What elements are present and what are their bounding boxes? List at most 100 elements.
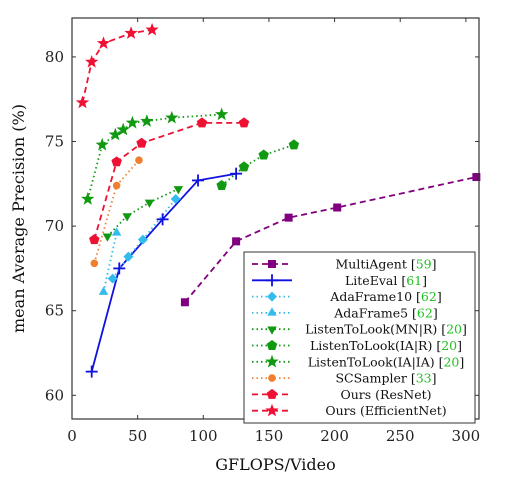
y-tick-label: 60 bbox=[45, 386, 64, 404]
data-point-ours-resnet bbox=[196, 117, 208, 128]
data-point-ours-resnet bbox=[136, 137, 147, 148]
data-point-ours-efficientnet bbox=[85, 54, 99, 68]
data-point-ours-efficientnet bbox=[75, 95, 90, 109]
x-tick-label: 50 bbox=[128, 427, 147, 445]
data-point-listentolook-ia-ia bbox=[140, 114, 154, 127]
series-line-listentolook-mn-r bbox=[106, 188, 179, 237]
series-line-adaframe5 bbox=[102, 232, 118, 293]
data-point-listentolook-ia-ia bbox=[215, 107, 229, 121]
axis-ticks: 0 50 100 150 200 250 300 60 65 70 75 80 bbox=[45, 18, 480, 445]
legend-marker bbox=[266, 340, 278, 350]
data-point-multiagent bbox=[472, 173, 481, 182]
data-point-listentolook-ia-ia bbox=[108, 127, 122, 141]
data-point-listentolook-ia-r bbox=[238, 161, 250, 172]
legend-marker bbox=[268, 374, 276, 382]
data-point-ours-efficientnet bbox=[145, 22, 159, 36]
legend-marker bbox=[265, 403, 279, 417]
data-point-liteeval bbox=[113, 262, 126, 275]
data-point-multiagent bbox=[333, 203, 342, 212]
legend-item-adaframe5: AdaFrame5 [62] bbox=[252, 305, 438, 320]
legend-item-ours-efficientnet: Ours (EfficientNet) bbox=[252, 403, 447, 418]
data-point-multiagent bbox=[232, 237, 241, 246]
legend-marker bbox=[267, 291, 277, 302]
data-point-liteeval bbox=[230, 167, 243, 180]
legend-label: SCSampler [33] bbox=[335, 371, 436, 386]
series-line-scsampler bbox=[93, 159, 140, 264]
series-line-listentolook-ia-r bbox=[221, 144, 295, 187]
data-point-listentolook-ia-r bbox=[258, 149, 269, 160]
legend-item-scsampler: SCSampler [33] bbox=[252, 371, 437, 386]
x-tick-label: 0 bbox=[67, 427, 77, 445]
series-markers bbox=[75, 22, 481, 378]
y-axis-label: mean Average Precision (%) bbox=[9, 104, 28, 333]
data-point-ours-efficientnet bbox=[96, 36, 111, 50]
data-point-multiagent bbox=[180, 298, 189, 307]
legend-label: Ours (ResNet) bbox=[341, 387, 432, 402]
legend-label: MultiAgent [59] bbox=[335, 257, 436, 272]
legend-item-liteeval: LiteEval [61] bbox=[252, 273, 427, 288]
series-line-liteeval bbox=[90, 172, 237, 372]
data-point-scsampler bbox=[112, 181, 121, 190]
data-point-ours-resnet bbox=[89, 234, 100, 245]
data-point-listentolook-mn-r bbox=[122, 213, 132, 222]
legend-label: Ours (EfficientNet) bbox=[325, 403, 446, 418]
data-point-scsampler bbox=[90, 259, 99, 268]
data-point-multiagent bbox=[284, 213, 293, 222]
y-tick-label: 65 bbox=[45, 302, 64, 320]
data-point-adaframe10 bbox=[123, 251, 134, 262]
legend-marker bbox=[265, 354, 279, 368]
data-point-liteeval bbox=[192, 174, 205, 187]
legend-marker bbox=[266, 274, 278, 287]
legend-item-multiagent: MultiAgent [59] bbox=[252, 257, 437, 272]
data-point-listentolook-ia-r bbox=[216, 180, 227, 190]
y-tick-label: 80 bbox=[45, 48, 64, 66]
legend-label: ListenToLook(MN|R) [20] bbox=[305, 322, 467, 337]
legend: MultiAgent [59]LiteEval [61]AdaFrame10 [… bbox=[243, 251, 476, 424]
data-point-adaframe5 bbox=[98, 286, 109, 295]
x-tick-label: 200 bbox=[320, 427, 349, 445]
data-point-listentolook-mn-r bbox=[144, 199, 155, 208]
legend-marker bbox=[268, 260, 276, 268]
data-point-listentolook-ia-ia bbox=[95, 137, 109, 151]
data-point-listentolook-ia-ia bbox=[116, 122, 130, 136]
series-line-multiagent bbox=[184, 176, 477, 303]
data-point-listentolook-ia-ia bbox=[81, 192, 95, 205]
legend-item-listentolook-mn-r: ListenToLook(MN|R) [20] bbox=[252, 322, 467, 337]
x-tick-label: 150 bbox=[255, 427, 284, 445]
data-point-adaframe10 bbox=[107, 273, 118, 284]
x-tick-label: 300 bbox=[452, 427, 481, 445]
data-point-listentolook-mn-r bbox=[102, 233, 113, 242]
data-point-ours-efficientnet bbox=[124, 26, 138, 39]
y-tick-label: 70 bbox=[45, 217, 64, 235]
legend-marker bbox=[267, 307, 277, 316]
legend-item-listentolook-ia-ia: ListenToLook(IA|IA) [20] bbox=[252, 354, 464, 369]
legend-label: AdaFrame5 [62] bbox=[333, 305, 437, 320]
data-point-liteeval bbox=[85, 365, 98, 378]
legend-marker bbox=[266, 388, 278, 399]
x-axis-label: GFLOPS/Video bbox=[215, 455, 335, 474]
data-point-adaframe5 bbox=[111, 227, 122, 236]
data-point-scsampler bbox=[135, 156, 143, 164]
x-tick-label: 250 bbox=[386, 427, 415, 445]
data-point-liteeval bbox=[156, 213, 169, 226]
legend-marker bbox=[267, 326, 277, 335]
y-tick-label: 75 bbox=[45, 133, 64, 151]
data-point-adaframe10 bbox=[137, 234, 148, 245]
data-point-ours-resnet bbox=[238, 117, 250, 128]
legend-item-adaframe10: AdaFrame10 [62] bbox=[252, 289, 442, 304]
legend-item-listentolook-ia-r: ListenToLook(IA|R) [20] bbox=[252, 338, 462, 353]
data-point-listentolook-ia-ia bbox=[125, 115, 140, 129]
data-point-listentolook-mn-r bbox=[173, 186, 184, 195]
legend-label: ListenToLook(IA|R) [20] bbox=[310, 338, 462, 353]
x-tick-label: 100 bbox=[189, 427, 218, 445]
legend-item-ours-resnet: Ours (ResNet) bbox=[252, 387, 432, 402]
series-line-ours-efficientnet bbox=[81, 28, 153, 103]
data-point-listentolook-ia-r bbox=[288, 139, 300, 150]
legend-label: LiteEval [61] bbox=[345, 273, 427, 288]
data-point-adaframe10 bbox=[170, 194, 181, 205]
legend-label: AdaFrame10 [62] bbox=[329, 289, 441, 304]
data-point-ours-resnet bbox=[111, 156, 122, 167]
data-point-listentolook-ia-ia bbox=[165, 110, 179, 124]
legend-label: ListenToLook(IA|IA) [20] bbox=[308, 354, 465, 369]
